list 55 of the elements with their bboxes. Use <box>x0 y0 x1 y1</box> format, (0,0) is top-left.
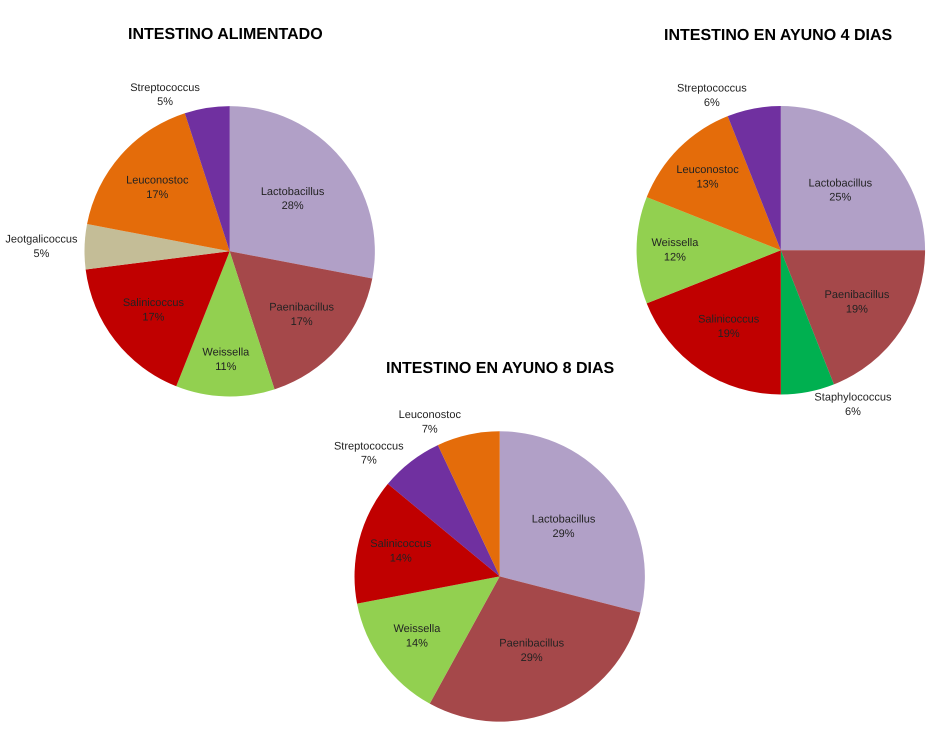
data-label: 5% <box>33 248 50 260</box>
pie-slice <box>357 576 500 704</box>
data-label: 17% <box>146 188 168 201</box>
data-label: 6% <box>704 97 720 110</box>
pie-slice <box>646 116 781 250</box>
data-label: 14% <box>406 637 428 650</box>
slice-label: Weissella <box>202 346 250 359</box>
data-label: 29% <box>520 652 543 664</box>
pie-slice <box>780 106 926 250</box>
data-label: 25% <box>829 192 852 204</box>
data-label: 28% <box>282 200 304 212</box>
slice-label: Leuconostoc <box>126 174 189 186</box>
slice-label: Weissella <box>652 237 700 250</box>
pie-slice <box>438 431 500 576</box>
data-label: 5% <box>157 96 174 108</box>
data-label: 17% <box>142 311 165 324</box>
slice-label: Staphylococcus <box>814 392 892 404</box>
slice-label: Paenibacillus <box>499 638 565 650</box>
data-label: 7% <box>422 423 438 436</box>
pie-slice <box>230 106 375 278</box>
slice-label: Streptococcus <box>130 82 200 94</box>
data-label: 29% <box>552 528 575 540</box>
slice-label: Salinicoccus <box>698 314 760 326</box>
slice-label: Lactobacillus <box>532 514 596 526</box>
data-label: 11% <box>215 360 237 373</box>
pie-slice <box>354 484 500 604</box>
data-label: 17% <box>290 316 313 328</box>
pie-slice <box>500 431 645 613</box>
data-label: 7% <box>360 454 377 467</box>
slice-label: Paenibacillus <box>824 289 890 302</box>
slice-label: Paenibacillus <box>269 302 335 314</box>
pie-slice <box>646 250 781 395</box>
data-label: 19% <box>846 303 868 316</box>
slice-label: Weissella <box>393 623 442 636</box>
chart-title: INTESTINO EN AYUNO 8 DIAS <box>386 360 615 377</box>
slice-label: Streptococcus <box>677 82 748 95</box>
chart-title: INTESTINO EN AYUNO 4 DIAS <box>664 27 893 44</box>
pie-slice <box>636 197 781 304</box>
slice-label: Salinicoccus <box>122 297 184 310</box>
slice-label: Leuconostoc <box>676 164 740 176</box>
slice-label: Lactobacillus <box>808 177 873 190</box>
data-label: 19% <box>718 328 740 340</box>
slice-label: Streptococcus <box>334 440 404 452</box>
pie-slice <box>84 224 230 270</box>
slice-label: Lactobacillus <box>260 186 325 198</box>
chart-title: INTESTINO ALIMENTADO <box>128 26 323 43</box>
pie-slice <box>87 113 230 252</box>
slice-label: Jeotgalicoccus <box>5 234 78 246</box>
data-label: 12% <box>664 251 686 264</box>
data-label: 13% <box>696 178 719 190</box>
slice-label: Leuconostoc <box>398 409 462 422</box>
pie-slice <box>780 250 926 384</box>
data-label: 14% <box>390 552 412 564</box>
data-label: 6% <box>844 406 862 418</box>
slice-label: Salinicoccus <box>370 538 432 550</box>
